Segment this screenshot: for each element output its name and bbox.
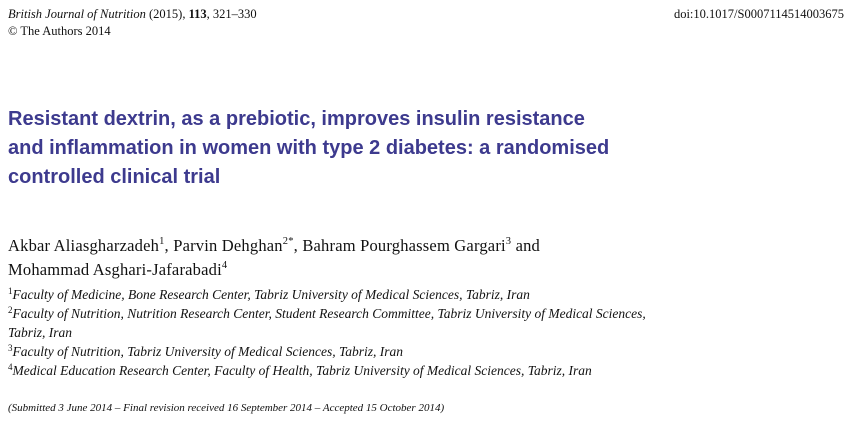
author-separator: , [164,236,174,255]
affiliation-number: 2 [8,305,13,315]
submission-dates: (Submitted 3 June 2014 – Final revision … [8,402,445,414]
affiliation-number: 4 [8,362,13,372]
affiliation-number: 1 [8,286,13,296]
affiliation-item: 4Medical Education Research Center, Facu… [8,361,843,380]
affiliation-item-continued: Tabriz, Iran [8,323,843,342]
affiliation-item: 2Faculty of Nutrition, Nutrition Researc… [8,304,843,323]
affiliation-number: 3 [8,343,13,353]
title-line: controlled clinical trial [8,166,221,188]
author-line: Akbar Aliasgharzadeh1, Parvin Dehghan2*,… [8,234,848,258]
author-name[interactable]: Bahram Pourghassem Gargari [302,236,506,255]
author-list: Akbar Aliasgharzadeh1, Parvin Dehghan2*,… [8,234,848,282]
author-affiliation-marker: 3 [505,236,512,247]
journal-citation: British Journal of Nutrition (2015), 113… [8,6,257,22]
journal-pages: , 321–330 [206,7,257,21]
author-separator: and [511,236,540,255]
doi-link[interactable]: doi:10.1017/S0007114514003675 [673,7,844,21]
author-affiliation-marker: 2* [282,236,294,247]
article-title: Resistant dextrin, as a prebiotic, impro… [8,105,828,192]
author-name[interactable]: Parvin Dehghan [173,236,283,255]
journal-year: (2015), [149,7,186,21]
affiliation-list: 1Faculty of Medicine, Bone Research Cent… [8,285,843,380]
title-line: Resistant dextrin, as a prebiotic, impro… [8,108,585,130]
author-separator: , [293,236,303,255]
copyright-notice: © The Authors 2014 [8,24,111,38]
title-line: and inflammation in women with type 2 di… [8,137,610,159]
author-affiliation-marker: 4 [221,260,228,271]
author-name[interactable]: Akbar Aliasgharzadeh [8,236,160,255]
affiliation-text: Faculty of Nutrition, Tabriz University … [12,344,404,359]
author-line: Mohammad Asghari-Jafarabadi4 [8,258,848,282]
affiliation-text: Medical Education Research Center, Facul… [12,363,592,378]
author-name[interactable]: Mohammad Asghari-Jafarabadi [8,260,222,279]
affiliation-text: Faculty of Medicine, Bone Research Cente… [12,287,530,302]
affiliation-text: Tabriz, Iran [8,325,73,340]
journal-volume: 113 [188,7,207,21]
author-affiliation-marker: 1 [159,236,165,247]
journal-name: British Journal of Nutrition [8,7,146,21]
affiliation-text: Faculty of Nutrition, Nutrition Research… [12,306,646,321]
affiliation-item: 1Faculty of Medicine, Bone Research Cent… [8,285,843,304]
affiliation-item: 3Faculty of Nutrition, Tabriz University… [8,342,843,361]
journal-header: British Journal of Nutrition (2015), 113… [8,6,844,42]
